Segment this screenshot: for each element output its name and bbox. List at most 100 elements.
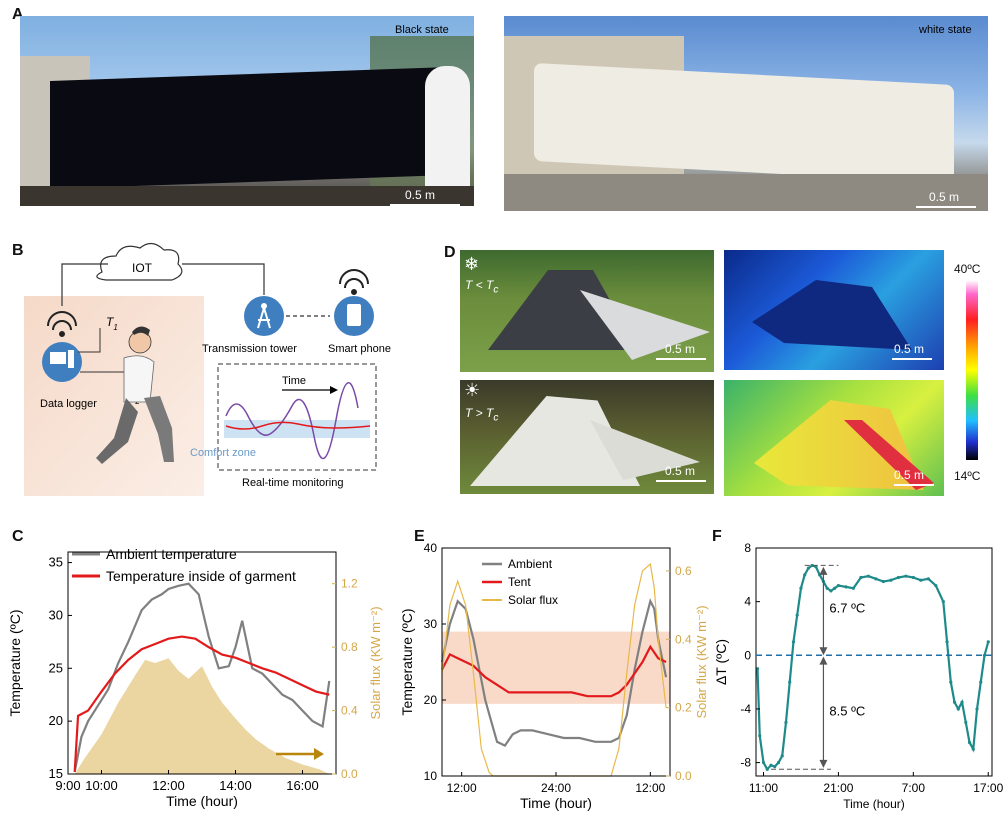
cold-condition-label: T < Tc — [465, 278, 499, 296]
data-point — [799, 586, 803, 590]
y-tick-label: 8 — [744, 541, 751, 555]
y2-tick-label: 0.8 — [341, 640, 358, 654]
data-point — [952, 700, 957, 704]
panel-label-f: F — [712, 528, 722, 545]
data-point — [755, 667, 760, 671]
data-point — [986, 640, 990, 644]
data-point — [956, 707, 960, 711]
data-point — [982, 653, 987, 657]
data-point — [833, 586, 837, 590]
data-point — [904, 574, 908, 578]
time-label: Time — [282, 375, 306, 387]
y2-tick-label: 0.4 — [341, 704, 358, 718]
series-line-ambient-temperature — [73, 582, 331, 773]
series-line-ambient — [440, 598, 668, 748]
x-tick-label: 21:00 — [823, 781, 853, 795]
photo-tent-cold: ❄ T < Tc 0.5 m — [460, 250, 714, 372]
t1-label: T1 — [106, 315, 118, 332]
data-point — [780, 754, 784, 758]
data-point — [874, 577, 878, 581]
iot-diagram: IOT Data logger T1 T2 Transmission tower… — [24, 242, 391, 496]
y-tick-label: 30 — [49, 607, 63, 622]
legend-label-garment: Temperature inside of garment — [106, 568, 296, 584]
annotation-6-7: 6.7 ºC — [829, 600, 865, 615]
data-point — [866, 574, 870, 578]
data-point — [971, 747, 975, 751]
scale-label: 0.5 m — [929, 190, 960, 204]
data-point — [889, 578, 893, 582]
scale-label: 0.5 m — [665, 342, 696, 356]
scale-bar — [894, 484, 934, 486]
data-point — [967, 740, 972, 745]
series-line-tent — [441, 644, 667, 698]
data-point — [919, 578, 923, 582]
y-tick-label: 15 — [49, 766, 63, 781]
y-tick-label: 30 — [424, 617, 438, 631]
data-point — [949, 680, 953, 684]
data-point — [806, 566, 811, 570]
thermal-image-hot: 0.5 m — [724, 380, 944, 496]
data-point — [945, 640, 949, 644]
data-point — [851, 586, 855, 590]
y2-tick-label: 0.0 — [675, 769, 692, 783]
data-point — [934, 583, 938, 588]
x-tick-label: 17:00 — [973, 781, 1003, 795]
data-point — [810, 563, 814, 568]
data-point — [788, 680, 792, 684]
scale-bar — [892, 358, 932, 360]
scale-label: 0.5 m — [894, 342, 925, 356]
y-tick-label: 4 — [744, 595, 751, 609]
x-tick-label: 24:00 — [541, 781, 571, 795]
chart-c: 15 20 25 30 35 0.0 0.4 0.8 1.2 Solar flux (KW m⁻²… — [7, 546, 383, 809]
plot-frame — [67, 551, 337, 775]
data-point — [881, 579, 885, 584]
y2-axis-label: Solar flux (KW m⁻²) — [694, 605, 709, 718]
legend-label-solar: Solar flux — [508, 593, 558, 607]
y-tick-label: 10 — [424, 769, 438, 783]
y-tick-label: 20 — [49, 713, 63, 728]
wifi-icon — [47, 311, 77, 337]
sensor-wire — [78, 328, 101, 353]
cloud-icon — [96, 242, 183, 281]
scale-bar — [916, 206, 976, 208]
white-state-caption: white state — [919, 24, 972, 36]
x-tick-label: 9:00 — [55, 778, 80, 793]
x-tick-label: 16:00 — [286, 778, 319, 793]
thermal-colorbar — [966, 280, 978, 460]
legend-label-tent: Tent — [508, 575, 531, 589]
data-point — [979, 680, 983, 684]
data-point — [784, 720, 788, 724]
data-point — [795, 613, 799, 617]
axis-arrowhead — [314, 748, 324, 760]
scale-label: 0.5 m — [894, 468, 925, 482]
data-point — [829, 589, 833, 593]
sun-icon: ☀ — [464, 380, 481, 400]
scale-bar — [390, 204, 460, 206]
data-point — [814, 565, 818, 569]
y-axis-label: Temperature (ºC) — [7, 609, 23, 716]
y2-tick-label: 0.4 — [675, 632, 692, 646]
x-tick-label: 7:00 — [902, 781, 926, 795]
chart-f: -8 -4 0 4 8 11:00 21:00 7:00 17:00 Time (hour) ΔT … — [713, 541, 1004, 811]
colorbar-min-label: 14ºC — [954, 469, 981, 483]
x-axis-label: Time (hour) — [520, 795, 592, 811]
y2-axis-label: Solar flux (KW m⁻²) — [368, 606, 383, 719]
data-point — [911, 575, 915, 580]
data-point — [975, 707, 979, 711]
scale-label: 0.5 m — [665, 464, 696, 478]
y-tick-label: 35 — [49, 555, 63, 570]
panel-label-d: D — [444, 244, 456, 261]
x-tick-label: 12:00 — [447, 781, 477, 795]
y-tick-label: 25 — [49, 660, 63, 675]
chart-e: 10 20 30 40 0.0 0.2 0.4 0.6 Solar flux (KW m⁻²) 1… — [402, 541, 709, 811]
y-axis-label: ΔT (ºC) — [713, 639, 729, 685]
legend-label-ambient: Ambient temperature — [106, 546, 237, 562]
x-tick-label: 12:00 — [152, 778, 185, 793]
data-point — [844, 585, 848, 589]
scale-bar — [656, 480, 706, 482]
data-point — [803, 573, 807, 577]
data-point — [926, 577, 930, 581]
photo-white-state: white state 0.5 m — [504, 16, 988, 211]
data-point — [825, 586, 829, 590]
legend-label-ambient: Ambient — [508, 557, 553, 571]
